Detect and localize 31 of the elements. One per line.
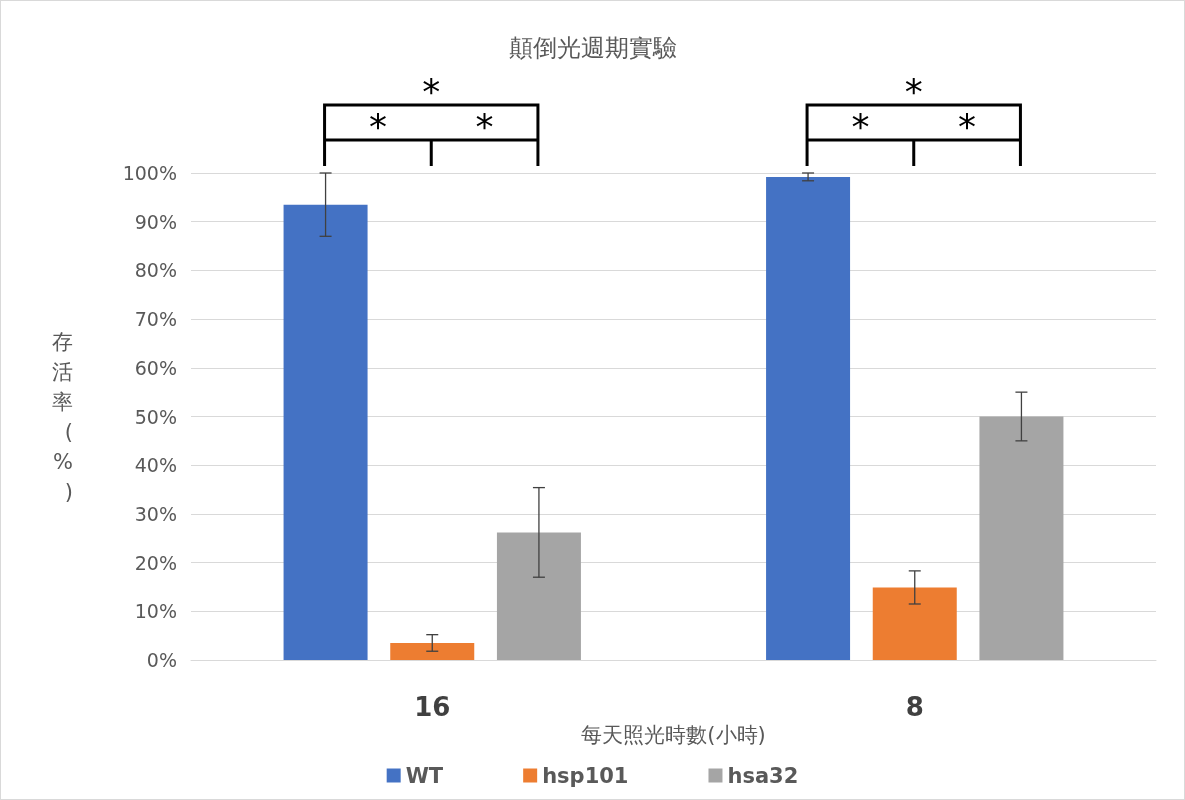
bar [766,176,851,660]
bar [283,204,368,660]
y-tick-label: 80% [134,259,177,282]
y-tick-label: 70% [134,308,177,331]
y-tick-label: 90% [134,210,177,233]
text: * [475,106,494,147]
text: * [422,71,441,112]
legend-label: WT [405,763,444,788]
text: * [368,106,387,147]
legend-label: hsp101 [542,763,629,788]
bar [872,587,957,660]
text: * [958,106,977,147]
y-tick-label: 20% [134,551,177,574]
y-tick-label: 10% [134,600,177,623]
bar [390,642,475,660]
bar [979,416,1064,660]
x-tick-label: 16 [414,692,451,722]
y-tick-label: 40% [134,454,177,477]
x-axis-title: 每天照光時數(小時) [581,723,766,748]
legend-label: hsa32 [727,763,799,788]
text: * [904,71,923,112]
y-tick-label: 0% [146,649,177,671]
y-tick-label: 30% [134,502,177,525]
y-tick-label: 50% [134,405,177,428]
y-axis-title: 存活率(%) [52,329,73,504]
chart-title: 顛倒光週期實驗 [508,34,677,62]
y-tick-label: 60% [134,356,177,379]
x-tick-label: 8 [905,692,924,722]
text: * [851,106,870,147]
bar [496,532,581,660]
y-tick-label: 100% [122,162,177,184]
